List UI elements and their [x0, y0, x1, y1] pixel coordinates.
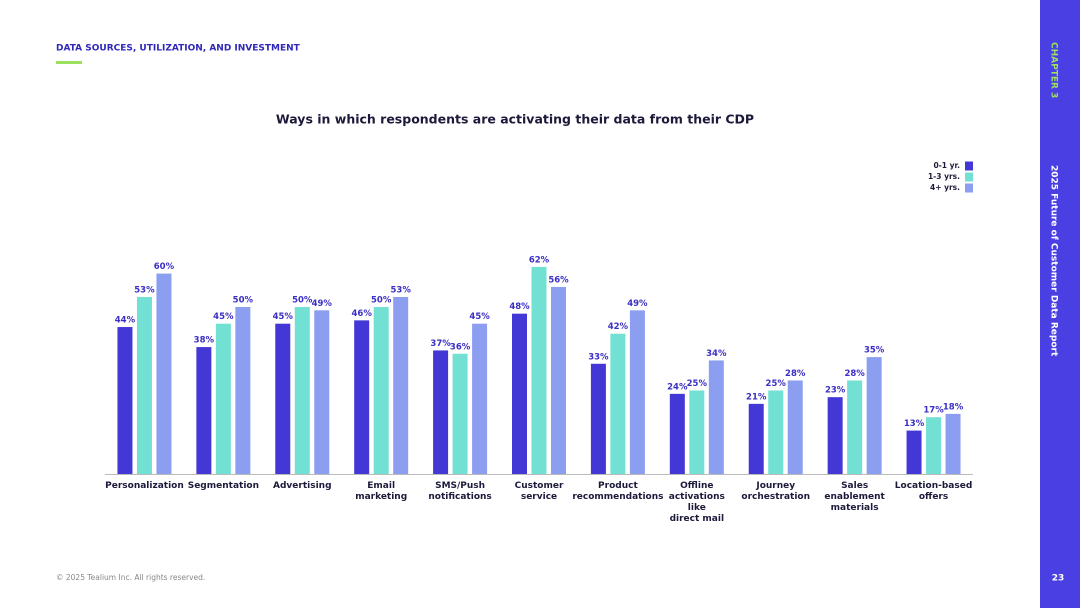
bar: [373, 307, 389, 474]
bar: [787, 380, 803, 474]
x-tick-label: Sales enablement materials: [824, 481, 885, 513]
value-label: 36%: [450, 342, 471, 352]
chapter-label: CHAPTER 3: [1049, 42, 1059, 98]
bar: [117, 327, 133, 474]
header-underline: [56, 61, 82, 64]
value-label: 38%: [194, 336, 215, 346]
bar: [433, 350, 449, 474]
bar: [215, 323, 231, 474]
bar: [551, 286, 566, 474]
value-label: 60%: [154, 262, 175, 272]
section-header: DATA SOURCES, UTILIZATION, AND INVESTMEN…: [56, 44, 301, 54]
bar: [314, 310, 330, 474]
value-label: 50%: [292, 296, 313, 306]
value-label: 25%: [687, 379, 708, 389]
bar: [669, 393, 685, 474]
value-label: 28%: [844, 369, 865, 379]
x-tick-label: Advertising: [273, 481, 332, 491]
value-label: 50%: [371, 296, 392, 306]
bar: [196, 347, 212, 474]
value-label: 53%: [391, 285, 412, 295]
sidebar: [1040, 0, 1080, 608]
bar: [294, 307, 310, 474]
bar: [768, 390, 784, 474]
bar: [235, 307, 251, 474]
value-label: 21%: [746, 392, 767, 402]
bar: [590, 363, 606, 474]
legend-label: 1-3 yrs.: [928, 172, 960, 181]
x-tick-label: Product recommendations: [572, 481, 663, 502]
bar: [531, 266, 547, 474]
value-label: 24%: [667, 382, 688, 392]
value-label: 45%: [213, 312, 234, 322]
value-label: 48%: [509, 302, 530, 312]
report-title: 2025 Future of Customer Data Report: [1049, 165, 1059, 357]
x-tick-label: Offline activations like direct mail: [669, 481, 725, 524]
x-tick-label: Email marketing: [355, 481, 407, 502]
value-label: 45%: [469, 312, 490, 322]
x-tick-label: Segmentation: [188, 481, 259, 491]
bar: [847, 380, 863, 474]
x-tick-label: SMS/Push notifications: [428, 481, 491, 502]
value-label: 42%: [608, 322, 629, 332]
value-label: 17%: [923, 406, 944, 416]
bar: [748, 403, 764, 474]
value-label: 34%: [706, 349, 727, 359]
bar: [610, 333, 626, 474]
value-label: 46%: [352, 309, 373, 319]
bar: [393, 296, 409, 474]
value-label: 28%: [785, 369, 806, 379]
legend-swatch: [965, 161, 973, 171]
copyright: © 2025 Tealium Inc. All rights reserved.: [56, 573, 205, 582]
value-label: 33%: [588, 352, 609, 362]
value-label: 23%: [825, 386, 846, 396]
x-tick-label: Location-based offers: [895, 481, 972, 502]
bar: [354, 320, 370, 474]
value-label: 44%: [115, 316, 136, 326]
bar: [512, 313, 527, 474]
bar: [472, 323, 488, 474]
bar: [452, 353, 468, 474]
value-label: 53%: [134, 285, 155, 295]
x-tick-label: Personalization: [105, 481, 184, 491]
bar: [945, 413, 961, 474]
chart-title: Ways in which respondents are activating…: [276, 112, 754, 127]
bar: [926, 417, 942, 474]
bar: [136, 296, 152, 474]
legend-label: 0-1 yr.: [933, 161, 960, 170]
bar: [689, 390, 705, 474]
bar: [827, 397, 843, 474]
bar: [156, 273, 172, 474]
value-label: 18%: [943, 402, 964, 412]
bar: [275, 323, 291, 474]
value-label: 37%: [430, 339, 451, 349]
legend-swatch: [965, 183, 973, 193]
bar: [629, 310, 645, 474]
bar: [708, 360, 724, 474]
value-label: 13%: [904, 419, 925, 429]
legend-label: 4+ yrs.: [930, 183, 960, 192]
x-tick-label: Journey orchestration: [741, 481, 810, 502]
value-label: 49%: [627, 299, 648, 309]
value-label: 62%: [529, 255, 550, 265]
value-label: 49%: [312, 299, 333, 309]
bar: [906, 430, 922, 474]
value-label: 56%: [548, 275, 569, 285]
value-label: 25%: [766, 379, 787, 389]
bar: [866, 357, 882, 474]
value-label: 50%: [233, 296, 254, 306]
x-tick-label: Customer service: [515, 481, 564, 502]
legend-swatch: [965, 172, 973, 182]
page-number: 23: [1052, 574, 1065, 584]
value-label: 35%: [864, 346, 885, 356]
value-label: 45%: [273, 312, 294, 322]
